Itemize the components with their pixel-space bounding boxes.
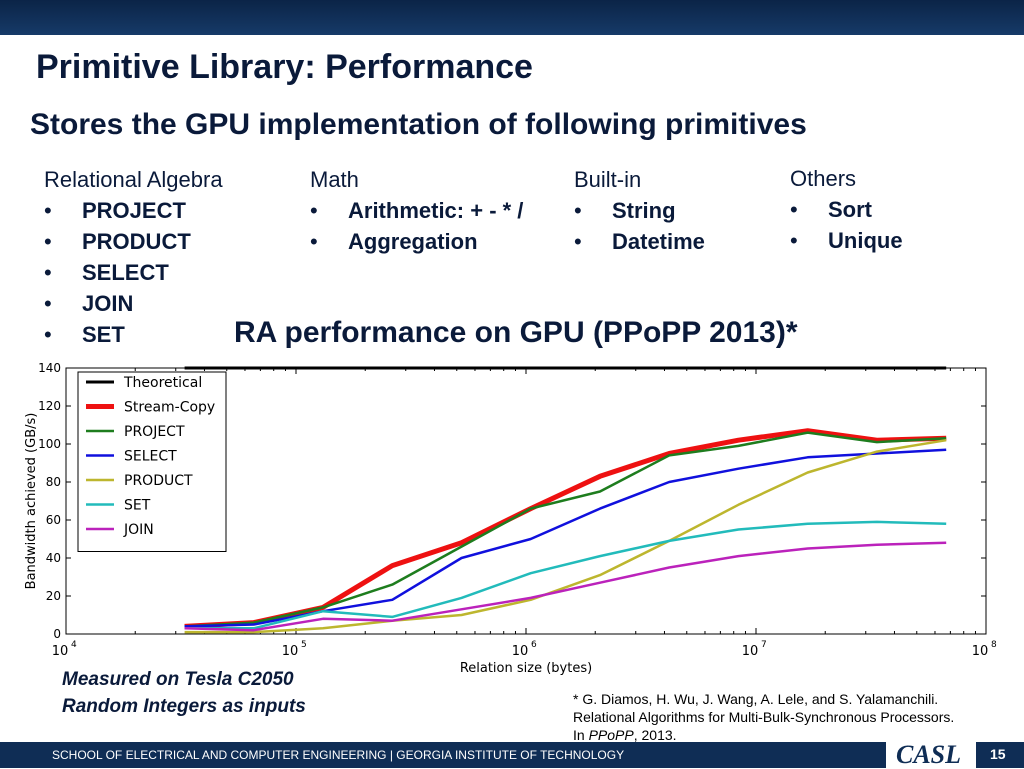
y-axis-label: Bandwidth achieved (GB/s) (24, 413, 39, 590)
citation-line: Relational Algorithms for Multi-Bulk-Syn… (573, 709, 955, 725)
bullet-icon: • (790, 228, 798, 253)
bullet-icon: • (310, 229, 318, 254)
column-others: Others • Sort • Unique (790, 163, 903, 256)
note-line: Random Integers as inputs (62, 696, 306, 717)
y-tick-label: 100 (38, 437, 61, 451)
x-tick-exponent: 5 (301, 640, 307, 650)
slide-subtitle: Stores the GPU implementation of followi… (30, 108, 807, 141)
list-item: • PRODUCT (44, 226, 223, 257)
x-tick-label: 10 (512, 644, 529, 659)
legend-label: JOIN (123, 522, 154, 538)
x-tick-exponent: 6 (531, 640, 537, 650)
y-tick-label: 120 (38, 399, 61, 413)
list-item: • Sort (790, 194, 903, 225)
footer-bar (0, 742, 1024, 768)
list-item: • String (574, 195, 705, 226)
bullet-icon: • (44, 260, 52, 285)
y-tick-label: 20 (46, 589, 61, 603)
bullet-icon: • (44, 291, 52, 316)
bullet-icon: • (44, 198, 52, 223)
bullet-icon: • (44, 229, 52, 254)
y-tick-label: 0 (53, 627, 61, 641)
list-item: • Arithmetic: + - * / (310, 195, 523, 226)
top-banner (0, 0, 1024, 35)
column-relational-algebra: Relational Algebra • PROJECT • PRODUCT • SE… (44, 164, 223, 350)
legend-label: PROJECT (124, 424, 185, 440)
x-tick-exponent: 8 (991, 640, 997, 650)
citation-venue: PPoPP (588, 727, 634, 743)
series-line-project (184, 431, 947, 628)
bullet-icon: • (310, 198, 318, 223)
footer-text: SCHOOL OF ELECTRICAL AND COMPUTER ENGINE… (52, 748, 625, 762)
x-tick-exponent: 7 (761, 640, 767, 650)
series-line-join (184, 541, 947, 632)
x-tick-label: 10 (742, 644, 759, 659)
bullet-icon: • (790, 197, 798, 222)
chart-heading: RA performance on GPU (PPoPP 2013)* (234, 316, 798, 349)
list-item: • SELECT (44, 257, 223, 288)
logo-background (886, 741, 976, 768)
bullet-icon: • (44, 322, 52, 347)
list-item: • Unique (790, 225, 903, 256)
measurement-note: Measured on Tesla C2050 Random Integers … (62, 666, 306, 720)
list-item: • Datetime (574, 226, 705, 257)
bullet-icon: • (574, 198, 582, 223)
x-tick-label: 10 (972, 644, 989, 659)
list-item: • JOIN (44, 288, 223, 319)
legend-label: SELECT (124, 449, 177, 465)
list-item: • SET (44, 319, 223, 350)
note-line: Measured on Tesla C2050 (62, 669, 294, 690)
citation: * G. Diamos, H. Wu, J. Wang, A. Lele, an… (573, 690, 954, 744)
column-heading: Others (790, 166, 857, 191)
legend-label: SET (124, 498, 151, 514)
legend-box (77, 371, 227, 552)
series-line-product (184, 438, 947, 634)
legend-label: Theoretical (123, 375, 202, 391)
y-tick-label: 40 (46, 551, 61, 565)
x-tick-exponent: 4 (71, 640, 77, 650)
column-heading: Math (310, 167, 359, 192)
column-built-in: Built-in • String • Datetime (574, 164, 705, 257)
y-tick-label: 140 (38, 361, 61, 375)
casl-logo: CASL (896, 740, 962, 769)
series-line-set (184, 520, 947, 630)
column-heading: Relational Algebra (44, 167, 223, 192)
page-number: 15 (990, 746, 1006, 762)
slide-title: Primitive Library: Performance (36, 48, 533, 86)
y-tick-label: 60 (46, 513, 61, 527)
citation-line: In PPoPP, 2013. (573, 727, 677, 743)
x-tick-label: 10 (52, 644, 69, 659)
y-tick-label: 80 (46, 475, 61, 489)
x-tick-label: 10 (282, 644, 299, 659)
legend-label: PRODUCT (124, 473, 193, 489)
list-item: • Aggregation (310, 226, 523, 257)
column-math: Math • Arithmetic: + - * / • Aggregation (310, 164, 523, 257)
bullet-icon: • (574, 229, 582, 254)
column-heading: Built-in (574, 167, 642, 192)
list-item: • PROJECT (44, 195, 223, 226)
legend-label: Stream-Copy (124, 400, 215, 416)
x-axis-label: Relation size (bytes) (460, 661, 592, 676)
citation-line: * G. Diamos, H. Wu, J. Wang, A. Lele, an… (573, 691, 939, 707)
